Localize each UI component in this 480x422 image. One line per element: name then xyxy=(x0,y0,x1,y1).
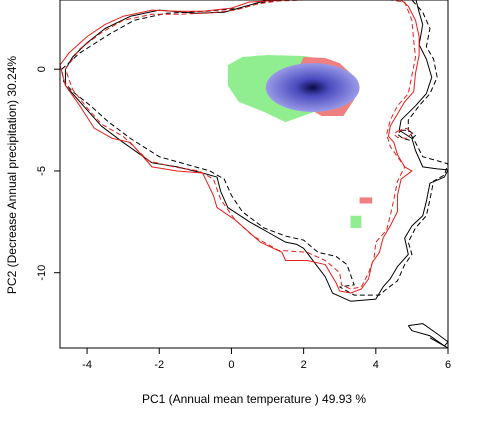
density-peak xyxy=(265,63,360,112)
y-tick-label-1: -5 xyxy=(36,166,48,176)
x-tick-label-3: 2 xyxy=(301,359,307,371)
x-tick-label-2: 0 xyxy=(228,359,234,371)
black-dashed-contour-1 xyxy=(61,0,448,296)
black-solid-contour-6 xyxy=(407,323,448,347)
black-solid-contour-0 xyxy=(64,0,448,302)
red-dashed-contour-3 xyxy=(64,0,417,290)
x-tick-label-5: 6 xyxy=(445,359,451,371)
y-axis-title: PC2 (Decrease Annual precipitation) 30.2… xyxy=(5,55,19,295)
x-axis-title: PC1 (Annual mean temperature ) 49.93 % xyxy=(141,392,367,406)
red-dashed-contour-5 xyxy=(393,127,413,139)
y-tick-label-0: 0 xyxy=(36,66,48,72)
x-tick-label-0: -4 xyxy=(82,359,92,371)
x-tick-label-1: -2 xyxy=(154,359,164,371)
plot-background xyxy=(60,0,448,348)
plot-frame xyxy=(59,0,449,349)
green-region-1 xyxy=(350,215,362,228)
black-solid-contour-7 xyxy=(429,337,448,348)
red-region-3 xyxy=(359,197,373,204)
x-tick-label-4: 4 xyxy=(373,359,379,371)
axes-layer: -4 -2 0 2 4 6 0 -5 -10 xyxy=(36,0,451,371)
contour-layer xyxy=(60,0,448,348)
y-tick-label-2: -10 xyxy=(36,265,48,281)
red-solid-contour-2 xyxy=(60,0,420,294)
density-layer xyxy=(265,63,360,112)
